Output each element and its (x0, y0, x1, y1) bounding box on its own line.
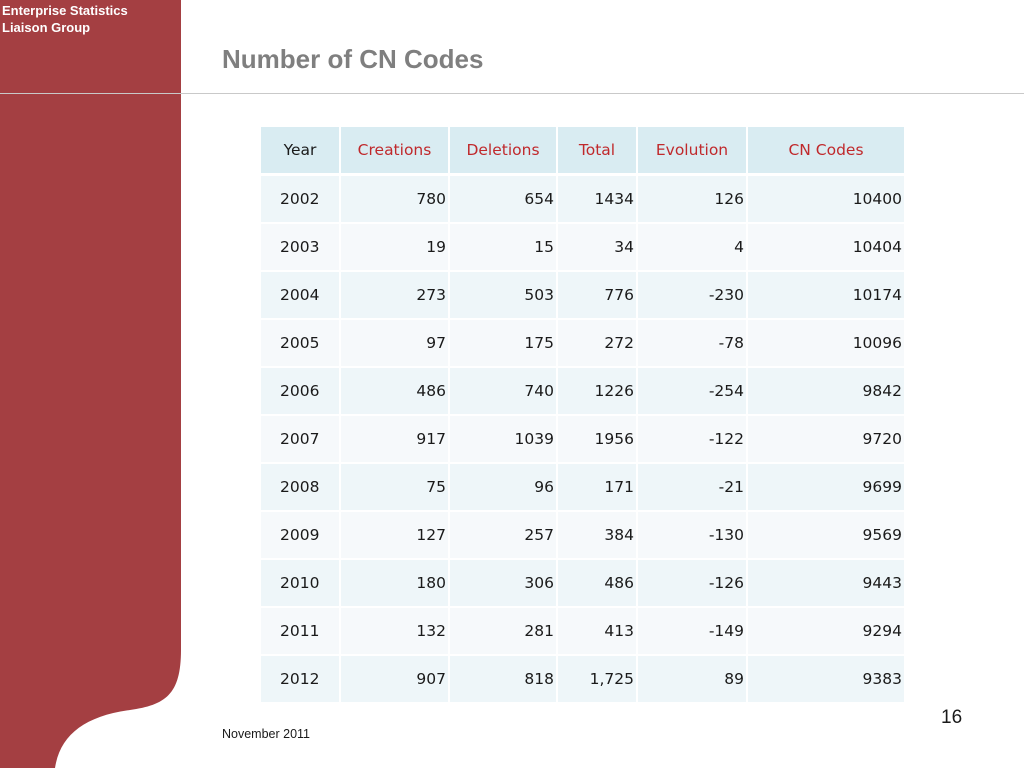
cell-deletions: 654 (450, 176, 558, 224)
cell-creations: 132 (341, 608, 450, 656)
cell-cn-codes: 9720 (748, 416, 904, 464)
cell-evolution: -126 (638, 560, 748, 608)
cell-total: 171 (558, 464, 638, 512)
cell-creations: 917 (341, 416, 450, 464)
cell-evolution: -254 (638, 368, 748, 416)
cell-creations: 780 (341, 176, 450, 224)
table-row: 2010 180 306 486 -126 9443 (261, 560, 904, 608)
cell-year: 2002 (261, 176, 341, 224)
sidebar-decoration (0, 0, 181, 768)
cell-cn-codes: 10096 (748, 320, 904, 368)
cell-evolution: -149 (638, 608, 748, 656)
cell-deletions: 281 (450, 608, 558, 656)
sidebar-shape-fill (0, 0, 181, 768)
cell-total: 1956 (558, 416, 638, 464)
cell-year: 2008 (261, 464, 341, 512)
cell-evolution: -130 (638, 512, 748, 560)
cell-deletions: 96 (450, 464, 558, 512)
cell-deletions: 306 (450, 560, 558, 608)
cell-deletions: 740 (450, 368, 558, 416)
table-row: 2005 97 175 272 -78 10096 (261, 320, 904, 368)
cell-creations: 486 (341, 368, 450, 416)
table-row: 2011 132 281 413 -149 9294 (261, 608, 904, 656)
table-row: 2006 486 740 1226 -254 9842 (261, 368, 904, 416)
cell-cn-codes: 9294 (748, 608, 904, 656)
cell-cn-codes: 9569 (748, 512, 904, 560)
cell-creations: 273 (341, 272, 450, 320)
cell-creations: 907 (341, 656, 450, 704)
cell-year: 2007 (261, 416, 341, 464)
org-name-line1: Enterprise Statistics (2, 3, 128, 18)
cell-cn-codes: 9699 (748, 464, 904, 512)
cell-deletions: 503 (450, 272, 558, 320)
table-row: 2008 75 96 171 -21 9699 (261, 464, 904, 512)
cell-total: 34 (558, 224, 638, 272)
header-divider (0, 93, 1024, 94)
cell-creations: 75 (341, 464, 450, 512)
cell-year: 2011 (261, 608, 341, 656)
cell-year: 2006 (261, 368, 341, 416)
cell-creations: 127 (341, 512, 450, 560)
cell-deletions: 257 (450, 512, 558, 560)
cell-evolution: -21 (638, 464, 748, 512)
page-title: Number of CN Codes (222, 44, 484, 74)
cell-evolution: 89 (638, 656, 748, 704)
column-header-deletions: Deletions (450, 127, 558, 176)
cell-evolution: -122 (638, 416, 748, 464)
cell-deletions: 15 (450, 224, 558, 272)
cell-total: 486 (558, 560, 638, 608)
cell-year: 2009 (261, 512, 341, 560)
table-row: 2012 907 818 1,725 89 9383 (261, 656, 904, 704)
column-header-evolution: Evolution (638, 127, 748, 176)
cell-cn-codes: 9443 (748, 560, 904, 608)
cell-year: 2010 (261, 560, 341, 608)
cell-deletions: 1039 (450, 416, 558, 464)
cell-total: 1,725 (558, 656, 638, 704)
table-header-row: Year Creations Deletions Total Evolution… (261, 127, 904, 176)
org-name: Enterprise Statistics Liaison Group (2, 2, 172, 36)
cell-cn-codes: 9383 (748, 656, 904, 704)
cell-total: 776 (558, 272, 638, 320)
cell-evolution: 4 (638, 224, 748, 272)
cell-evolution: 126 (638, 176, 748, 224)
cell-creations: 180 (341, 560, 450, 608)
column-header-cn-codes: CN Codes (748, 127, 904, 176)
cell-year: 2005 (261, 320, 341, 368)
cell-total: 1226 (558, 368, 638, 416)
table-row: 2002 780 654 1434 126 10400 (261, 176, 904, 224)
cell-evolution: -230 (638, 272, 748, 320)
cell-cn-codes: 10174 (748, 272, 904, 320)
page-number: 16 (941, 707, 963, 728)
cell-cn-codes: 10400 (748, 176, 904, 224)
cell-cn-codes: 10404 (748, 224, 904, 272)
cell-evolution: -78 (638, 320, 748, 368)
cell-cn-codes: 9842 (748, 368, 904, 416)
org-name-line2: Liaison Group (2, 20, 91, 35)
cn-codes-table: Year Creations Deletions Total Evolution… (261, 127, 904, 704)
cell-total: 413 (558, 608, 638, 656)
cell-total: 384 (558, 512, 638, 560)
cell-deletions: 818 (450, 656, 558, 704)
column-header-year: Year (261, 127, 341, 176)
cell-total: 1434 (558, 176, 638, 224)
cell-year: 2012 (261, 656, 341, 704)
table-row: 2004 273 503 776 -230 10174 (261, 272, 904, 320)
table-row: 2009 127 257 384 -130 9569 (261, 512, 904, 560)
cell-year: 2004 (261, 272, 341, 320)
table-row: 2007 917 1039 1956 -122 9720 (261, 416, 904, 464)
cell-deletions: 175 (450, 320, 558, 368)
cell-creations: 19 (341, 224, 450, 272)
cell-year: 2003 (261, 224, 341, 272)
footer-date: November 2011 (222, 727, 311, 741)
cell-creations: 97 (341, 320, 450, 368)
column-header-creations: Creations (341, 127, 450, 176)
table-row: 2003 19 15 34 4 10404 (261, 224, 904, 272)
column-header-total: Total (558, 127, 638, 176)
cell-total: 272 (558, 320, 638, 368)
